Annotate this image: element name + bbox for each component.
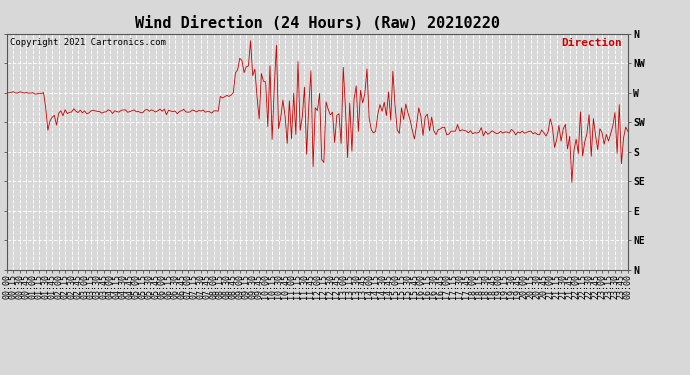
Text: Copyright 2021 Cartronics.com: Copyright 2021 Cartronics.com [10, 39, 166, 48]
Title: Wind Direction (24 Hours) (Raw) 20210220: Wind Direction (24 Hours) (Raw) 20210220 [135, 16, 500, 31]
Text: Direction: Direction [561, 39, 622, 48]
